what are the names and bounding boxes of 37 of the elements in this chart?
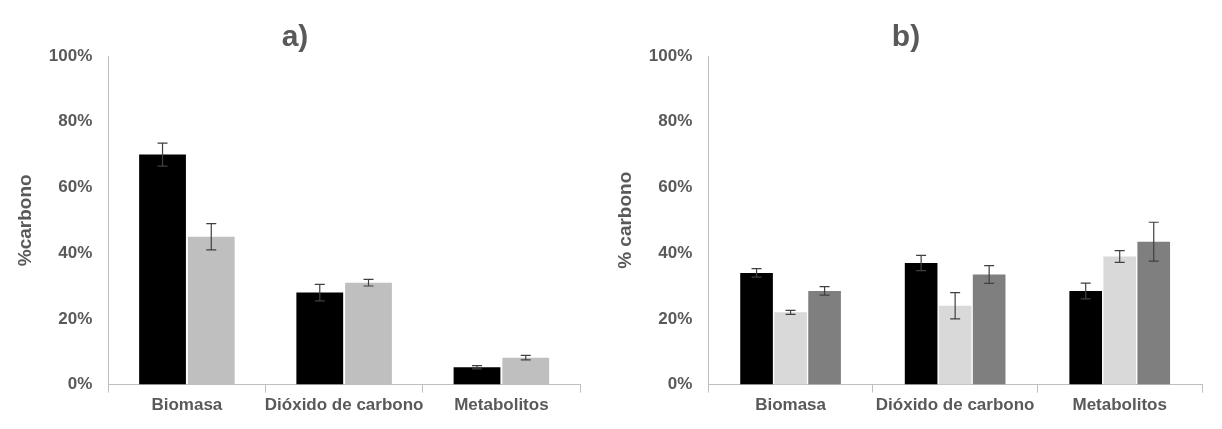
- bar: [345, 282, 392, 385]
- x-tick-label: Dióxido de carbono: [264, 395, 424, 415]
- chart-title: b): [891, 19, 921, 53]
- bar: [1069, 290, 1103, 385]
- y-tick-label: 40%: [58, 242, 93, 262]
- y-tick-label: 20%: [58, 308, 93, 328]
- bar: [502, 357, 550, 385]
- bar: [904, 263, 938, 385]
- y-tick-label: 20%: [658, 308, 693, 328]
- bar: [296, 292, 344, 385]
- bar: [1103, 256, 1137, 385]
- bar: [1137, 241, 1171, 385]
- y-tick-label: 100%: [648, 45, 693, 65]
- y-tick-label: 40%: [658, 242, 693, 262]
- y-tick-label: 80%: [658, 111, 693, 131]
- y-tick-label: 100%: [48, 45, 93, 65]
- chart-title: a): [281, 19, 309, 53]
- x-tick-label: Metabolitos: [1072, 395, 1167, 415]
- y-axis-title: %carbono: [13, 174, 35, 267]
- x-tick-label: Biomasa: [755, 395, 827, 415]
- x-tick-label: Metabolitos: [454, 395, 549, 415]
- y-axis-title: % carbono: [613, 171, 635, 269]
- bar: [453, 367, 501, 385]
- y-tick-label: 60%: [658, 177, 693, 197]
- x-tick-label: Dióxido de carbono: [875, 395, 1035, 415]
- bar: [187, 236, 235, 385]
- bar: [740, 272, 773, 385]
- y-tick-label: 0%: [67, 374, 93, 394]
- x-tick-label: Biomasa: [151, 395, 223, 415]
- y-tick-label: 80%: [58, 111, 93, 131]
- bar: [139, 154, 186, 385]
- y-tick-label: 60%: [58, 177, 93, 197]
- bar: [938, 305, 972, 385]
- bar: [774, 312, 807, 385]
- y-tick-label: 0%: [667, 374, 693, 394]
- bar: [808, 290, 841, 385]
- bar: [972, 274, 1006, 385]
